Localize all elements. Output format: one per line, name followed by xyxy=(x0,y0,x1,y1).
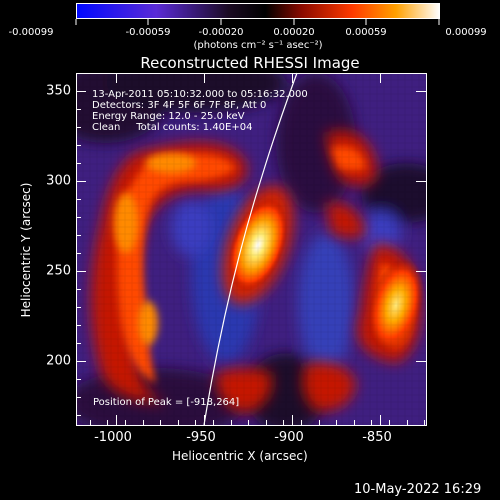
colorbar-ticks xyxy=(0,19,500,27)
colorbar-tick-label: -0.00020 xyxy=(198,27,244,38)
colorbar-tick-label: -0.00099 xyxy=(8,27,54,38)
y-tick-label: 250 xyxy=(46,263,71,279)
peak-position-text: Position of Peak = [-918,264] xyxy=(93,397,240,408)
x-tick-label: -900 xyxy=(274,430,304,445)
y-tick-label: 300 xyxy=(46,173,71,189)
colorbar-tick-label: 0.00099 xyxy=(445,27,487,38)
colorbar xyxy=(76,3,440,19)
x-tick-label: -850 xyxy=(362,430,392,445)
x-tick-label: -1000 xyxy=(94,430,132,445)
y-tick-label: 350 xyxy=(46,83,71,99)
x-axis-label: Heliocentric X (arcsec) xyxy=(172,449,308,463)
info-line-detectors: Detectors: 3F 4F 5F 6F 7F 8F, Att 0 xyxy=(92,100,267,111)
info-line-time: 13-Apr-2011 05:10:32.000 to 05:16:32.000 xyxy=(92,89,308,100)
y-tick-label: 200 xyxy=(46,353,71,369)
info-line-energy: Energy Range: 12.0 - 25.0 keV xyxy=(92,111,245,122)
colorbar-tick-label: 0.00059 xyxy=(345,27,387,38)
colorbar-tick-label: 0.00020 xyxy=(273,27,315,38)
colorbar-units: (photons cm⁻² s⁻¹ asec⁻²) xyxy=(193,40,323,51)
plot-title: Reconstructed RHESSI Image xyxy=(140,54,360,72)
y-axis-label: Heliocentric Y (arcsec) xyxy=(19,182,33,318)
info-line-clean: Clean Total counts: 1.40E+04 xyxy=(92,122,253,133)
colorbar-tick-label: -0.00059 xyxy=(125,27,171,38)
footer-timestamp: 10-May-2022 16:29 xyxy=(354,482,482,497)
x-tick-label: -950 xyxy=(186,430,216,445)
